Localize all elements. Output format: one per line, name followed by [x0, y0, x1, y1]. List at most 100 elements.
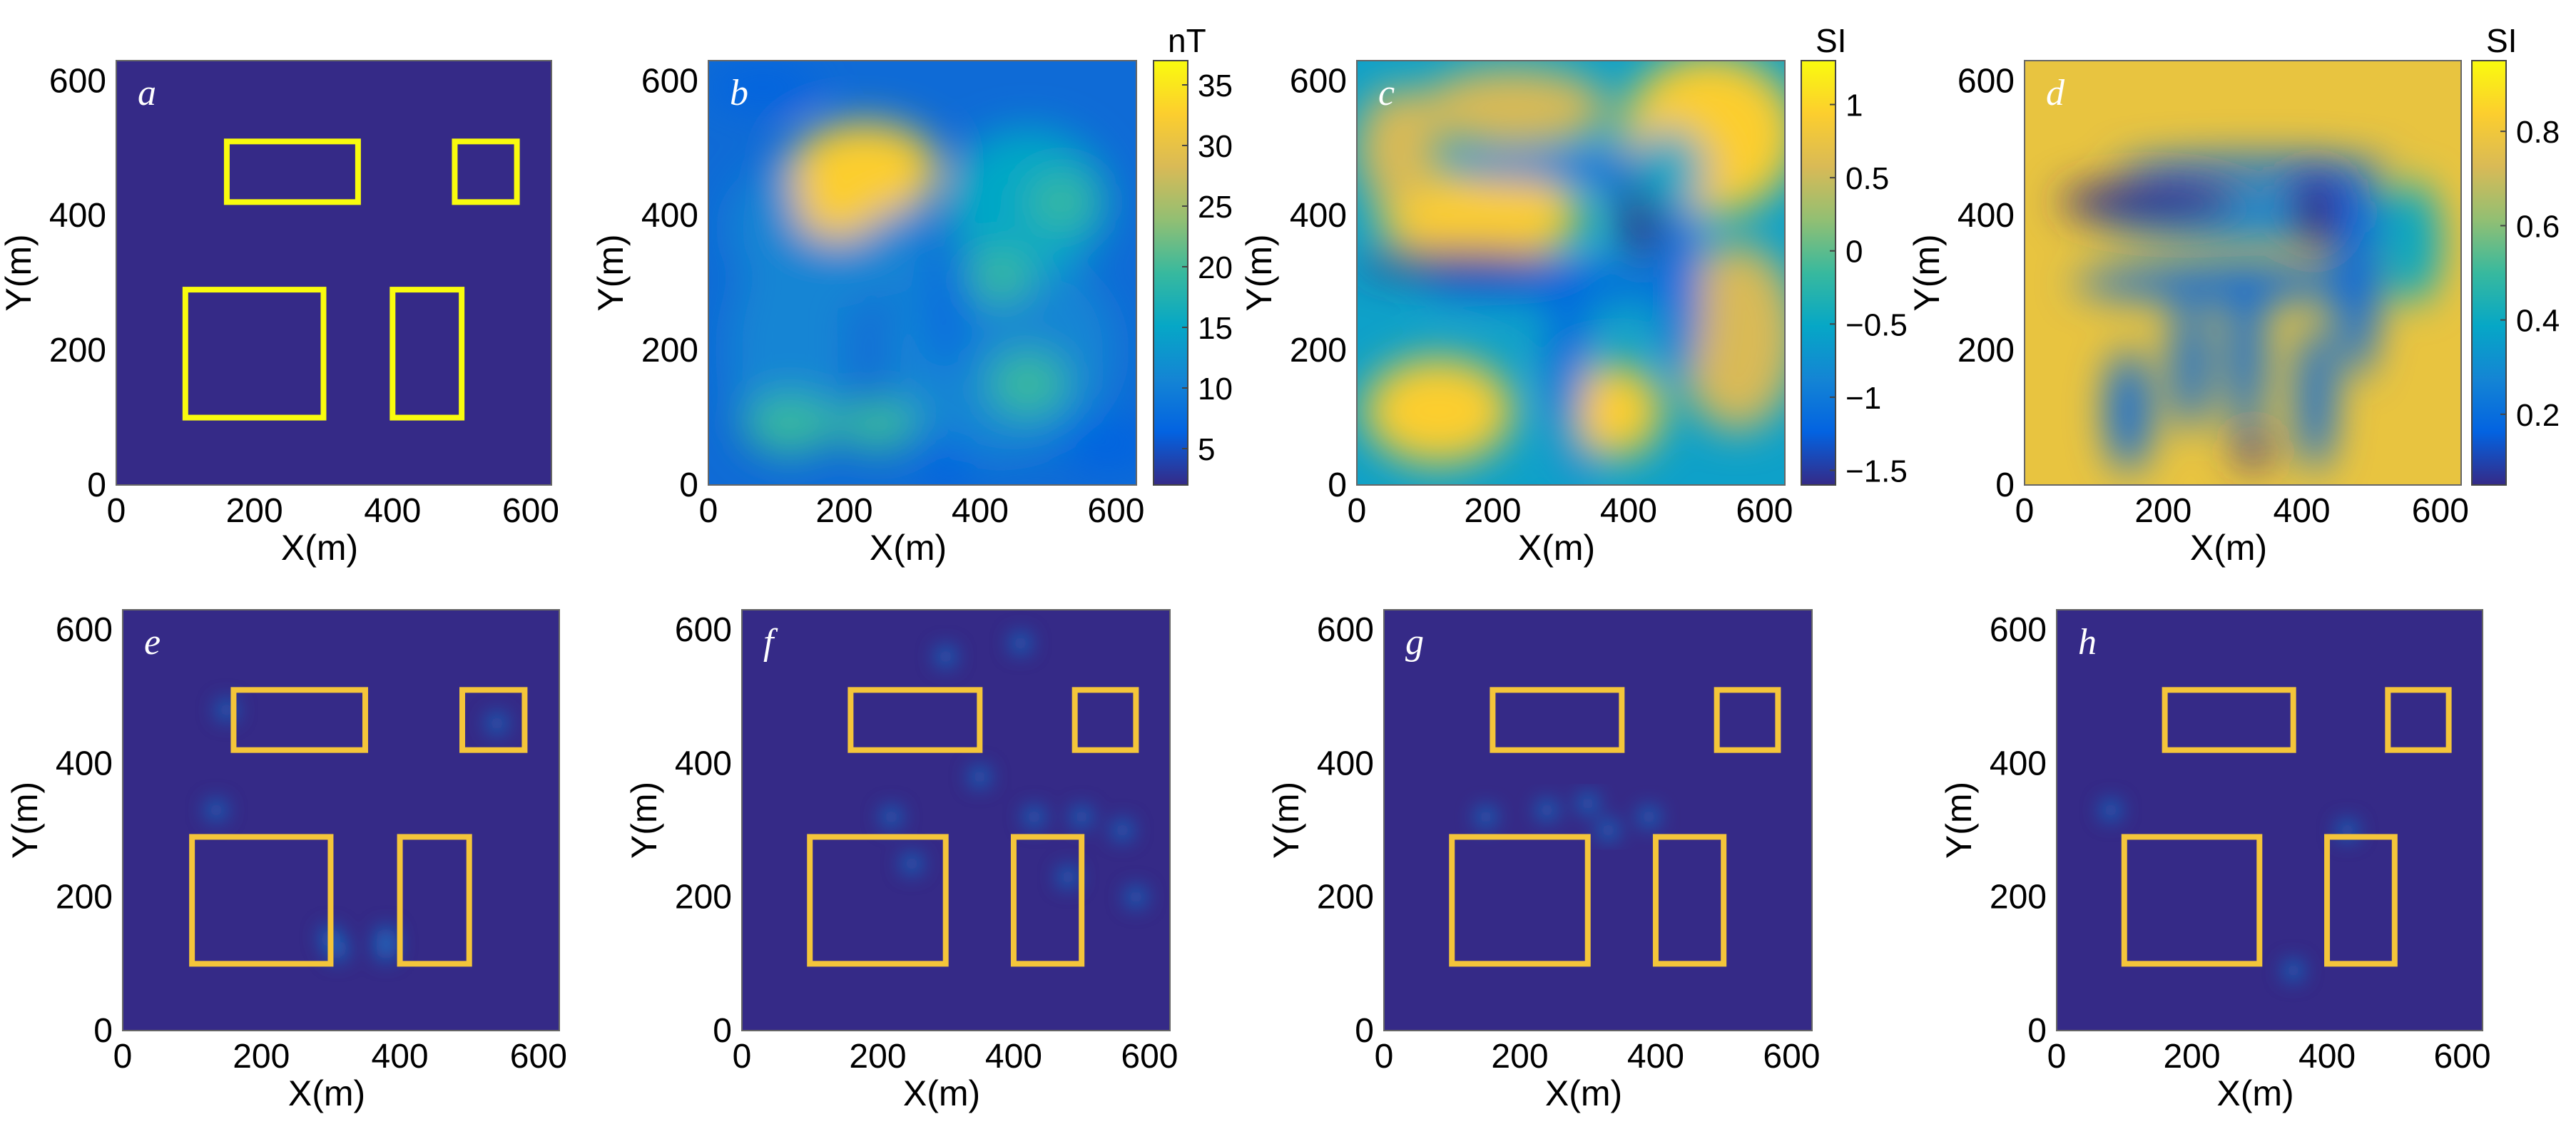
x-tick-label: 600 [1763, 1038, 1820, 1076]
heatmap-cell [837, 397, 920, 451]
x-tick-label: 600 [1087, 492, 1144, 530]
heatmap-cell [376, 940, 397, 961]
x-tick-label: 400 [2298, 1038, 2356, 1076]
colorbar-c: SI1 0.5 0 −0.5 −1 −1.5 [1801, 22, 1908, 489]
heatmap-field [2059, 155, 2440, 472]
y-tick-label: 0 [1328, 466, 1347, 504]
heatmap-cell [929, 249, 964, 371]
x-tick-label: 200 [815, 492, 872, 530]
y-tick-label: 200 [675, 879, 732, 916]
panel-label: b [730, 73, 748, 113]
x-tick-label: 600 [2434, 1038, 2491, 1076]
x-tick-label: 600 [2412, 492, 2469, 530]
model-block-outline [847, 687, 983, 753]
heatmap-cell [2283, 960, 2303, 981]
heatmap-cell [1363, 357, 1514, 465]
y-tick-label: 200 [641, 332, 698, 369]
heatmap-cell [2236, 434, 2271, 469]
heatmap-cell [1635, 128, 1704, 209]
x-tick-label: 400 [952, 492, 1009, 530]
x-tick-label: 0 [1348, 492, 1367, 530]
model-block-outline [182, 287, 327, 421]
y-tick-label: 200 [49, 332, 106, 369]
heatmap-cell [1639, 807, 1659, 827]
y-tick-label: 400 [675, 745, 732, 782]
heatmap-cell [902, 853, 922, 874]
heatmap-cell [2385, 182, 2440, 303]
x-tick-label: 0 [107, 492, 126, 530]
colorbar-tick-label: 35 [1198, 68, 1233, 103]
heatmap-cell [1377, 168, 1582, 263]
colorbar-tick-label: 10 [1198, 372, 1233, 407]
heatmap-cell [1475, 807, 1496, 827]
heatmap-cell [969, 767, 990, 787]
x-tick-label: 400 [372, 1038, 429, 1076]
panel-a: a 0 200 400 600 0 200 400 600 X(m) Y(m) [0, 60, 559, 568]
y-tick-label: 0 [679, 466, 698, 504]
x-tick-label: 0 [113, 1038, 133, 1076]
heatmap-cell [708, 67, 818, 108]
model-block-outline [390, 287, 465, 421]
colorbar-tick-label: 0.4 [2516, 304, 2560, 339]
x-tick-label: 600 [510, 1038, 567, 1076]
panel-label: g [1405, 622, 1424, 663]
model-block-outline [2385, 687, 2452, 753]
axes-frame [1356, 60, 1786, 486]
colorbar-tick-label: −0.5 [1846, 307, 1908, 342]
x-tick-label: 200 [226, 492, 283, 530]
heatmap-cell [2059, 182, 2240, 223]
heatmap-cell [2229, 262, 2264, 438]
colorbar-tick-label: 20 [1198, 250, 1233, 285]
model-block-outline [1652, 834, 1727, 967]
colorbar-tick-label: −1 [1846, 381, 1881, 416]
heatmap-cell [487, 713, 507, 734]
heatmap-cell [1567, 444, 1595, 472]
colorbar-tick-label: 0.8 [2516, 115, 2560, 150]
x-axis-label: X(m) [1518, 528, 1595, 568]
heatmap-cell [946, 128, 1109, 277]
panel-label: e [144, 622, 161, 663]
axes-frame [708, 60, 1137, 486]
x-tick-label: 200 [1491, 1038, 1548, 1076]
axes-frame [122, 609, 560, 1031]
panel-d: d 0 200 400 600 0 200 400 600 X(m) Y(m) SI 0.8 0.6 0.4… [1907, 22, 2560, 568]
colorbar-tick-label: 5 [1198, 432, 1215, 467]
heatmap-cell [1126, 887, 1146, 907]
plot-area-e [123, 610, 559, 1031]
colorbar-tick-label: 0.5 [1846, 161, 1889, 196]
panel-label: h [2078, 622, 2097, 663]
heatmap-background [123, 610, 559, 1031]
heatmap-cell [1357, 249, 1561, 277]
heatmap-cell [2107, 350, 2149, 472]
x-axis-label: X(m) [281, 528, 358, 568]
heatmap-field [1357, 61, 1785, 472]
model-block-outline [459, 687, 528, 753]
panel-h: h 0 200 400 600 0 200 400 600 X(m) Y(m) [1939, 609, 2491, 1113]
y-tick-label: 200 [1317, 879, 1374, 916]
axes-frame [741, 609, 1171, 1031]
x-tick-label: 400 [364, 492, 421, 530]
model-block-outline [1714, 687, 1781, 753]
heatmap-cell [2298, 323, 2333, 472]
x-tick-label: 400 [2274, 492, 2331, 530]
model-block-outline [2162, 687, 2296, 753]
y-tick-label: 600 [49, 62, 106, 100]
x-tick-label: 200 [233, 1038, 290, 1076]
heatmap-cell [1112, 820, 1133, 841]
heatmap-cell [1417, 67, 1609, 148]
heatmap-cell [1550, 262, 1585, 438]
x-tick-label: 200 [849, 1038, 906, 1076]
colorbar-tick-label: 1 [1846, 88, 1863, 123]
heatmap-cell [2073, 266, 2392, 300]
heatmap-cell [966, 249, 1035, 303]
model-block-outline [1010, 834, 1085, 967]
axes-frame [1383, 609, 1813, 1031]
x-tick-label: 0 [1375, 1038, 1394, 1076]
y-tick-label: 0 [93, 1012, 113, 1050]
axes-frame [116, 60, 552, 486]
heatmap-cell [1577, 793, 1598, 814]
x-tick-label: 600 [1121, 1038, 1178, 1076]
axes-frame [2024, 60, 2462, 486]
